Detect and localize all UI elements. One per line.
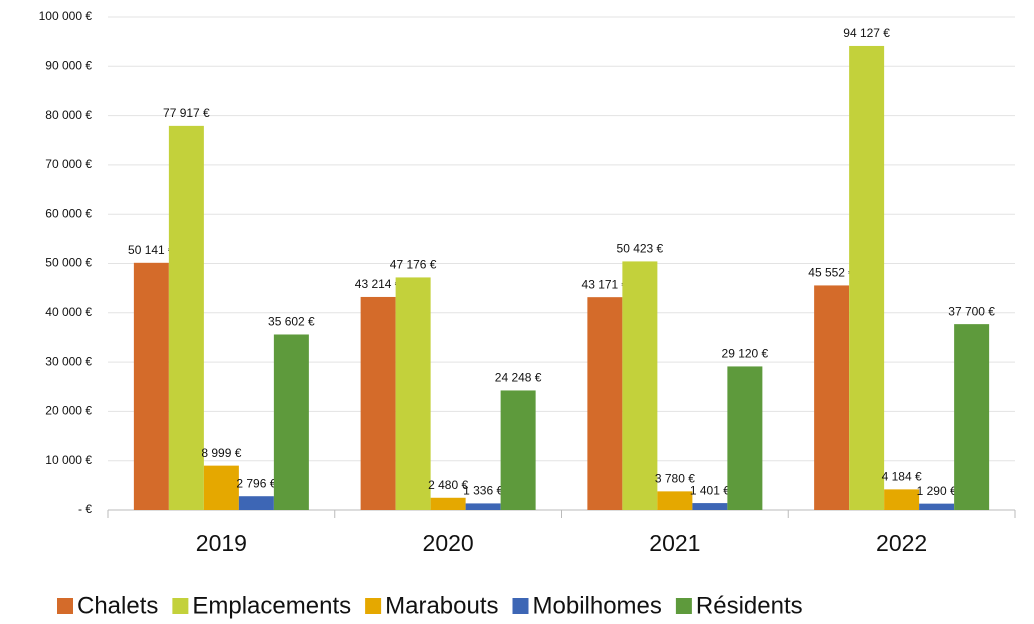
bar — [430, 497, 466, 510]
legend-swatch — [675, 598, 692, 614]
data-label: 1 290 € — [917, 484, 957, 498]
bar — [622, 261, 658, 510]
data-label: 45 552 € — [808, 266, 855, 280]
bar — [884, 489, 920, 510]
bar — [657, 491, 693, 510]
data-label: 29 120 € — [722, 347, 769, 361]
y-tick-label: 30 000 € — [45, 354, 92, 368]
y-tick-label: 10 000 € — [45, 453, 92, 467]
y-tick-label: 60 000 € — [45, 206, 92, 220]
data-label: 1 336 € — [463, 484, 503, 498]
data-label: 1 401 € — [690, 483, 730, 497]
data-label: 47 176 € — [390, 258, 437, 272]
legend-label: Mobilhomes — [533, 592, 662, 619]
y-tick-label: 50 000 € — [45, 256, 92, 270]
data-label: 94 127 € — [843, 26, 890, 40]
bar — [465, 503, 501, 510]
bar — [133, 262, 169, 510]
y-tick-label: - € — [78, 502, 92, 516]
bar — [849, 45, 885, 511]
legend-swatch — [512, 598, 529, 614]
bar — [727, 366, 763, 510]
y-tick-label: 70 000 € — [45, 157, 92, 171]
data-label: 2 796 € — [236, 476, 276, 490]
data-label: 24 248 € — [495, 371, 542, 385]
legend-label: Marabouts — [385, 592, 498, 619]
bar — [692, 503, 728, 510]
bar — [203, 465, 239, 510]
legend-swatch — [57, 598, 73, 614]
y-tick-label: 20 000 € — [45, 404, 92, 418]
bar — [500, 390, 536, 510]
bar — [238, 496, 274, 510]
bar — [919, 503, 955, 510]
x-tick-label: 2019 — [196, 530, 247, 556]
x-tick-label: 2021 — [649, 530, 700, 556]
legend-swatch — [365, 598, 382, 614]
data-label: 8 999 € — [201, 446, 241, 460]
data-label: 4 184 € — [882, 470, 922, 484]
bar — [168, 125, 204, 510]
data-label: 3 780 € — [655, 472, 695, 486]
legend-label: Résidents — [696, 592, 803, 619]
data-label: 35 602 € — [268, 315, 315, 329]
bar — [395, 277, 431, 510]
y-tick-label: 40 000 € — [45, 305, 92, 319]
data-label: 77 917 € — [163, 106, 210, 120]
data-label: 2 480 € — [428, 478, 468, 492]
y-tick-label: 90 000 € — [45, 58, 92, 72]
data-label: 43 171 € — [582, 277, 629, 291]
y-tick-label: 80 000 € — [45, 108, 92, 122]
x-tick-label: 2022 — [876, 530, 927, 556]
bar — [954, 324, 990, 510]
y-tick-label: 100 000 € — [39, 9, 93, 23]
data-label: 50 423 € — [617, 242, 664, 256]
legend-swatch — [172, 598, 189, 614]
legend-label: Chalets — [77, 592, 158, 619]
bar — [814, 285, 850, 510]
data-label: 50 141 € — [128, 243, 175, 257]
data-label: 37 700 € — [948, 304, 995, 318]
bar — [360, 296, 396, 510]
bar — [273, 334, 309, 510]
data-label: 43 214 € — [355, 277, 402, 291]
x-tick-label: 2020 — [423, 530, 474, 556]
legend-label: Emplacements — [192, 592, 351, 619]
bar — [587, 297, 623, 510]
